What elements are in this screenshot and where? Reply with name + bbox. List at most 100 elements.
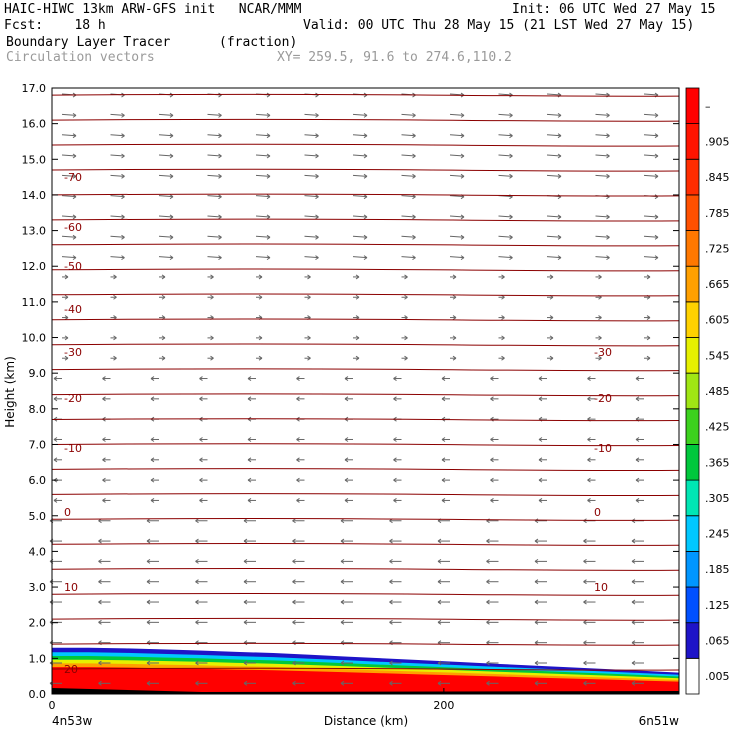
- vector-head: [363, 214, 368, 220]
- vector: [498, 154, 513, 157]
- vector: [110, 174, 125, 177]
- colorbar-swatch: [685, 408, 700, 445]
- vector-head: [150, 396, 155, 402]
- colorbar-swatch: [685, 444, 700, 481]
- vector: [352, 134, 368, 137]
- vector: [352, 113, 368, 116]
- vector-head: [534, 538, 539, 544]
- vector-head: [113, 274, 117, 280]
- vector-head: [534, 680, 539, 686]
- contour-label: -10: [64, 442, 82, 455]
- y-tick-label: 12.0: [22, 260, 47, 273]
- contour-line: [51, 543, 680, 546]
- vector-head: [195, 558, 199, 564]
- vector: [304, 256, 319, 259]
- vector-head: [404, 294, 408, 300]
- contour-line: [51, 293, 680, 297]
- contour-label: 0: [64, 506, 71, 519]
- colorbar-swatch: [685, 87, 700, 124]
- vector-head: [363, 133, 368, 139]
- vector-head: [587, 396, 591, 402]
- vector-head: [102, 498, 106, 503]
- vector-head: [266, 194, 271, 200]
- vector-head: [53, 396, 58, 402]
- colorbar-swatch: [685, 158, 700, 196]
- vector: [449, 256, 465, 259]
- vector: [304, 174, 319, 177]
- vector-head: [441, 396, 446, 402]
- vector-head: [307, 274, 311, 280]
- vector-head: [587, 437, 591, 442]
- vector: [546, 93, 562, 96]
- vector-head: [557, 255, 562, 261]
- vector: [352, 256, 368, 259]
- vector-head: [340, 579, 345, 585]
- vector: [401, 215, 416, 218]
- vector-head: [150, 457, 155, 463]
- vector-head: [218, 234, 222, 240]
- vector: [546, 113, 562, 116]
- vector-head: [557, 112, 562, 118]
- vector-head: [307, 294, 311, 300]
- contour-line: [51, 368, 680, 372]
- contour-line: [51, 493, 680, 497]
- vector-head: [355, 274, 360, 280]
- vector-head: [389, 538, 393, 544]
- vector-head: [292, 538, 296, 544]
- vector-head: [315, 194, 319, 200]
- vector-head: [654, 214, 659, 220]
- vector-head: [150, 477, 155, 483]
- vector-head: [412, 255, 416, 261]
- vector-head: [258, 335, 263, 341]
- y-tick-label: 7.0: [29, 438, 47, 451]
- vector: [61, 215, 77, 218]
- vector-head: [441, 437, 446, 442]
- vector-head: [146, 538, 151, 544]
- y-tick-label: 14.0: [22, 189, 47, 202]
- vector: [595, 93, 610, 96]
- vector: [255, 256, 271, 259]
- vector-head: [247, 376, 252, 381]
- vector-head: [583, 599, 587, 605]
- vector-head: [199, 437, 203, 442]
- colorbar-swatch: [685, 230, 700, 267]
- vector-head: [583, 538, 587, 544]
- vector: [158, 174, 174, 177]
- vector: [595, 134, 610, 137]
- vector-head: [486, 538, 490, 544]
- vector: [401, 195, 416, 198]
- x-axis: 0 200: [49, 688, 454, 712]
- contour-line: [51, 168, 680, 172]
- vector-head: [344, 396, 349, 402]
- vector-head: [102, 437, 106, 442]
- circulation-vectors: [49, 92, 659, 686]
- vector-head: [631, 640, 636, 646]
- header-field: Boundary Layer Tracer: [6, 35, 171, 50]
- vector: [61, 113, 77, 116]
- vector-head: [355, 294, 360, 300]
- vector-head: [161, 294, 166, 300]
- vector-head: [102, 396, 106, 402]
- vector: [643, 256, 659, 259]
- vector-head: [146, 680, 151, 686]
- vector-head: [121, 153, 125, 159]
- vector-head: [296, 498, 300, 503]
- vector-head: [169, 173, 174, 179]
- vector-head: [538, 437, 543, 442]
- vector-head: [598, 355, 602, 361]
- vector-head: [98, 660, 102, 666]
- vector-head: [509, 173, 513, 179]
- header-valid: Valid: 00 UTC Thu 28 May 15 (21 LST Wed …: [303, 18, 695, 33]
- vector-head: [344, 457, 349, 463]
- vector: [643, 134, 659, 137]
- vector: [498, 93, 513, 96]
- vector-head: [72, 112, 77, 118]
- colorbar-swatch: [685, 265, 700, 303]
- vector-head: [218, 133, 222, 139]
- vector: [595, 256, 610, 259]
- vector: [546, 154, 562, 157]
- colorbar-label: .305: [705, 492, 730, 505]
- vector: [595, 235, 610, 238]
- vector: [401, 134, 416, 137]
- tracer-fill: [52, 647, 679, 694]
